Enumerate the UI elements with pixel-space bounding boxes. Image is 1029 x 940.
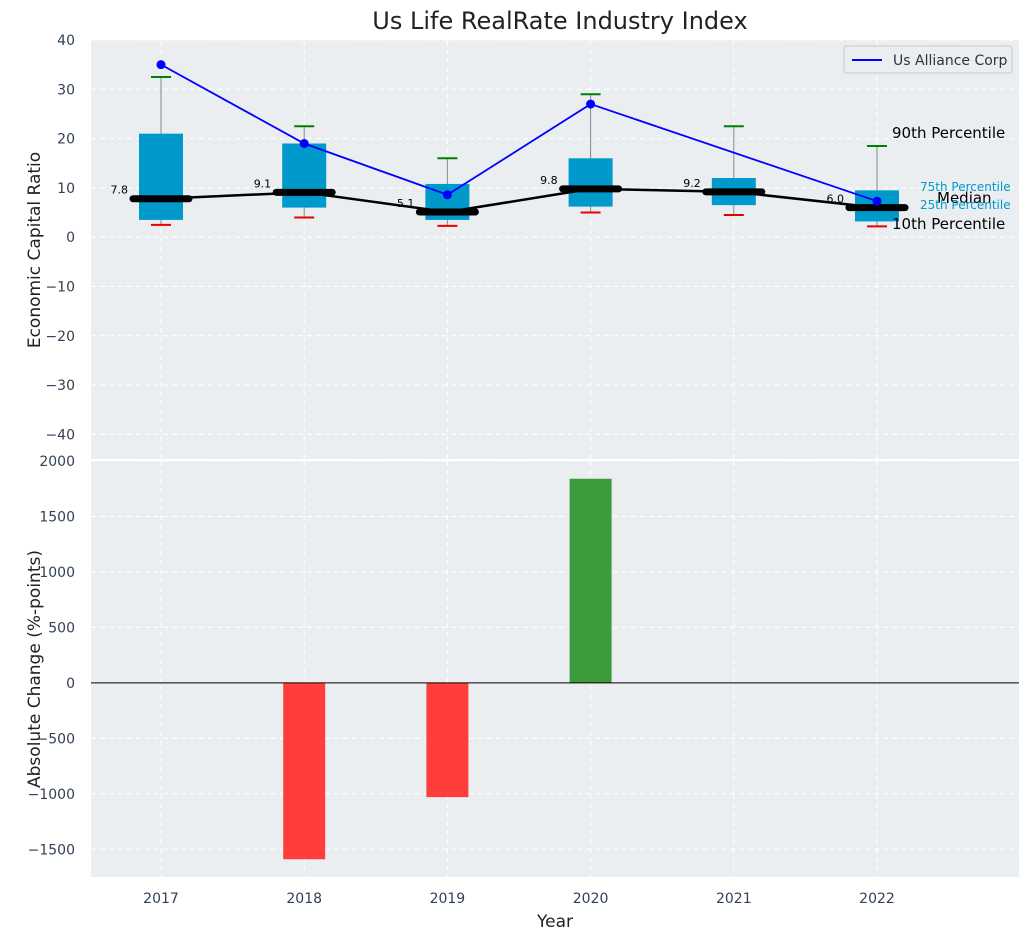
bottom-y-tick-label: −1000 bbox=[28, 787, 75, 803]
x-axis-label: Year bbox=[536, 912, 573, 932]
top-y-axis-label: Economic Capital Ratio bbox=[25, 152, 45, 348]
bottom-y-tick-label: 1500 bbox=[39, 509, 75, 525]
top-y-tick-label: −30 bbox=[45, 378, 75, 394]
bar-2018 bbox=[283, 682, 326, 860]
bottom-y-tick-label: −1500 bbox=[28, 842, 75, 858]
company-point bbox=[586, 99, 596, 109]
median-value-label: 7.8 bbox=[111, 184, 129, 197]
median-value-label: 9.1 bbox=[254, 177, 272, 190]
median-trend bbox=[160, 187, 878, 214]
top-y-tick-label: 10 bbox=[57, 181, 75, 197]
box-iqr bbox=[282, 143, 327, 208]
top-y-ticks: 40 30 20 10 0 −10 −20 −30 −40 bbox=[45, 33, 75, 443]
bar-2019 bbox=[426, 682, 469, 798]
median-value-label: 9.8 bbox=[540, 174, 558, 187]
company-series bbox=[156, 60, 882, 206]
bottom-y-tick-label: 0 bbox=[66, 676, 75, 692]
bottom-y-tick-label: 1000 bbox=[39, 565, 75, 581]
top-y-tick-label: 40 bbox=[57, 33, 75, 49]
x-tick-label: 2022 bbox=[859, 891, 895, 907]
annotation-p25: 25th Percentile bbox=[920, 198, 1011, 212]
chart-title: Us Life RealRate Industry Index bbox=[372, 7, 747, 35]
median-line bbox=[160, 187, 878, 214]
x-tick-label: 2017 bbox=[143, 891, 179, 907]
box-iqr bbox=[139, 133, 183, 220]
top-y-tick-label: 30 bbox=[57, 82, 75, 98]
top-y-tick-label: −20 bbox=[45, 329, 75, 345]
bar-2020 bbox=[569, 478, 612, 683]
box-iqr bbox=[568, 158, 613, 207]
bottom-plot-background bbox=[91, 461, 1019, 877]
legend-label: Us Alliance Corp bbox=[893, 53, 1008, 69]
x-tick-label: 2020 bbox=[573, 891, 609, 907]
company-point bbox=[872, 196, 882, 206]
median-value-label: 9.2 bbox=[683, 177, 701, 190]
bottom-y-axis-label: Absolute Change (%-points) bbox=[25, 550, 45, 788]
box-2020: 9.8 bbox=[540, 93, 623, 214]
company-point bbox=[442, 190, 452, 200]
annotation-p10: 10th Percentile bbox=[892, 215, 1005, 233]
x-tick-label: 2021 bbox=[716, 891, 752, 907]
x-ticks: 2017 2018 2019 2020 2021 2022 bbox=[143, 891, 895, 907]
annotation-median: Median bbox=[937, 189, 992, 207]
bar-series bbox=[91, 478, 1019, 860]
company-point bbox=[156, 60, 166, 70]
top-y-tick-label: −10 bbox=[45, 279, 75, 295]
bottom-y-ticks: 2000 1500 1000 500 0 −500 −1000 −1500 bbox=[28, 454, 75, 858]
x-tick-label: 2019 bbox=[430, 891, 466, 907]
company-point bbox=[299, 139, 309, 149]
top-plot-background bbox=[91, 40, 1019, 459]
top-y-tick-label: −40 bbox=[45, 427, 75, 443]
bottom-y-tick-label: −500 bbox=[37, 731, 75, 747]
bottom-y-tick-label: 500 bbox=[48, 620, 75, 636]
legend-frame bbox=[843, 45, 1013, 74]
legend: Us Alliance Corp bbox=[843, 45, 1013, 74]
top-grid bbox=[91, 39, 1019, 459]
top-y-tick-label: 20 bbox=[57, 132, 75, 148]
annotation-p90: 90th Percentile bbox=[892, 124, 1005, 142]
x-tick-label: 2018 bbox=[286, 891, 322, 907]
annotation-p75: 75th Percentile bbox=[920, 180, 1011, 194]
top-y-tick-label: 0 bbox=[66, 230, 75, 246]
bottom-y-tick-label: 2000 bbox=[39, 454, 75, 470]
